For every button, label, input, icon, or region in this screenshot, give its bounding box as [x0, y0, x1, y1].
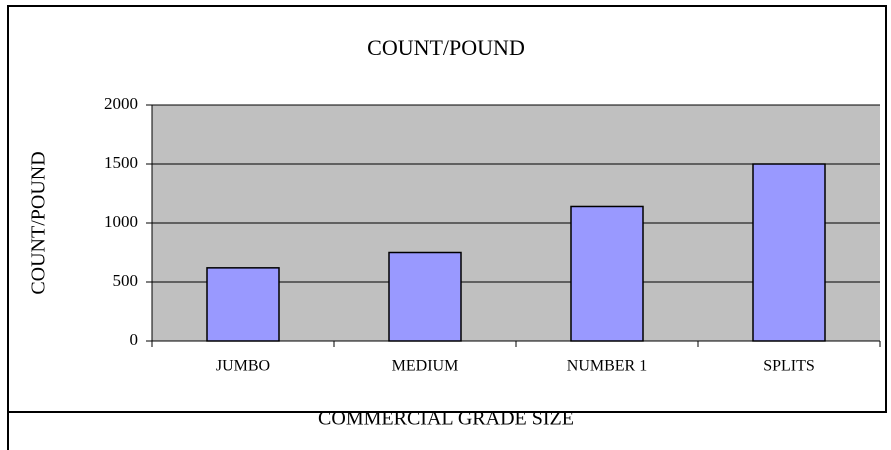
y-tick-label: 1000: [104, 212, 138, 231]
x-tick-label: JUMBO: [216, 358, 270, 375]
x-axis-title: COMMERCIAL GRADE SIZE: [318, 408, 574, 430]
bar: [752, 163, 826, 342]
x-tick-label: SPLITS: [763, 358, 815, 375]
y-tick-label: 0: [130, 330, 139, 349]
x-tick-label: NUMBER 1: [567, 358, 647, 375]
y-tick-label: 1500: [104, 153, 138, 172]
y-axis-title: COUNT/POUND: [28, 151, 50, 294]
y-tick-label: 500: [113, 271, 139, 290]
bar: [570, 205, 644, 342]
chart-title: COUNT/POUND: [367, 35, 525, 60]
x-tick-label: MEDIUM: [392, 358, 459, 375]
bar: [206, 267, 280, 342]
y-tick-label: 2000: [104, 94, 138, 113]
bar: [388, 251, 462, 342]
